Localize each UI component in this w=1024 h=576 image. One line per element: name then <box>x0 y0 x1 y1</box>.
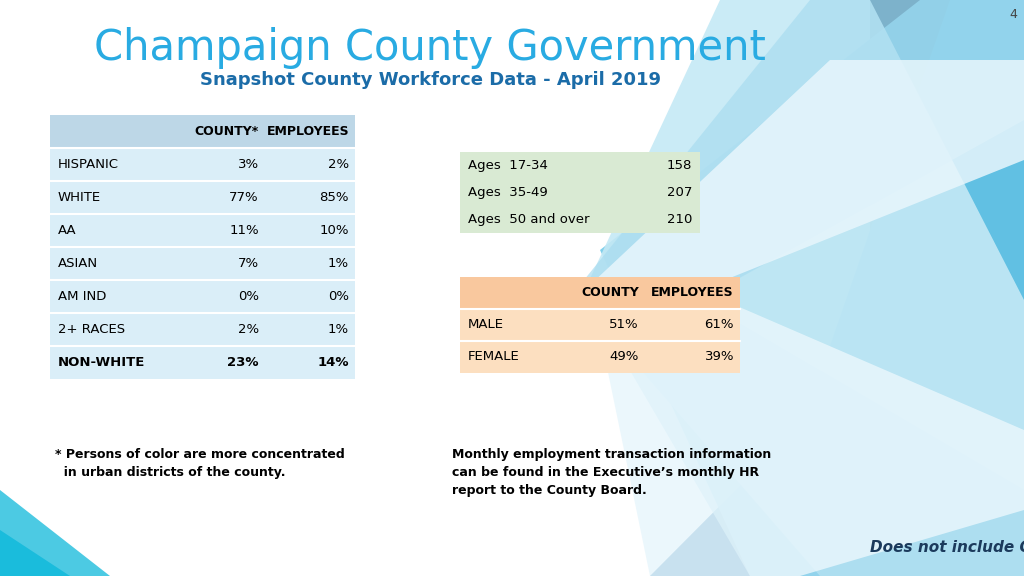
Text: 10%: 10% <box>319 224 349 237</box>
Polygon shape <box>600 0 1024 576</box>
Text: ASIAN: ASIAN <box>58 257 98 270</box>
Text: EMPLOYEES: EMPLOYEES <box>651 286 734 300</box>
FancyBboxPatch shape <box>50 313 355 346</box>
Polygon shape <box>0 530 70 576</box>
FancyBboxPatch shape <box>50 181 355 214</box>
Text: HISPANIC: HISPANIC <box>58 158 119 171</box>
Text: 2%: 2% <box>238 323 259 336</box>
FancyBboxPatch shape <box>460 341 740 373</box>
Text: 207: 207 <box>667 186 692 199</box>
Text: Does not include CCRPC: Does not include CCRPC <box>870 540 1024 555</box>
Text: 4: 4 <box>1009 8 1017 21</box>
Text: WHITE: WHITE <box>58 191 101 204</box>
Text: 2%: 2% <box>328 158 349 171</box>
Text: 1%: 1% <box>328 257 349 270</box>
FancyBboxPatch shape <box>460 277 740 309</box>
Text: 51%: 51% <box>609 319 639 332</box>
Text: Snapshot County Workforce Data - April 2019: Snapshot County Workforce Data - April 2… <box>200 71 660 89</box>
Text: 23%: 23% <box>227 356 259 369</box>
Text: 210: 210 <box>667 213 692 226</box>
Text: 1%: 1% <box>328 323 349 336</box>
Text: 158: 158 <box>667 159 692 172</box>
Text: 39%: 39% <box>705 351 734 363</box>
FancyBboxPatch shape <box>460 309 740 341</box>
Text: 7%: 7% <box>238 257 259 270</box>
Polygon shape <box>580 0 1024 576</box>
Text: 61%: 61% <box>705 319 734 332</box>
Text: 49%: 49% <box>609 351 639 363</box>
Polygon shape <box>750 0 1024 576</box>
Text: NON-WHITE: NON-WHITE <box>58 356 145 369</box>
Text: AM IND: AM IND <box>58 290 106 303</box>
Text: 77%: 77% <box>229 191 259 204</box>
Text: COUNTY*: COUNTY* <box>195 125 259 138</box>
FancyBboxPatch shape <box>50 148 355 181</box>
Text: 14%: 14% <box>317 356 349 369</box>
FancyBboxPatch shape <box>50 115 355 148</box>
Text: Ages  35-49: Ages 35-49 <box>468 186 548 199</box>
Text: 2+ RACES: 2+ RACES <box>58 323 125 336</box>
Polygon shape <box>900 0 1024 576</box>
Text: FEMALE: FEMALE <box>468 351 520 363</box>
Text: EMPLOYEES: EMPLOYEES <box>266 125 349 138</box>
Text: 3%: 3% <box>238 158 259 171</box>
FancyBboxPatch shape <box>50 214 355 247</box>
Text: Champaign County Government: Champaign County Government <box>94 27 766 69</box>
Text: MALE: MALE <box>468 319 504 332</box>
Text: Monthly employment transaction information
can be found in the Executive’s month: Monthly employment transaction informati… <box>452 448 771 497</box>
Text: Ages  17-34: Ages 17-34 <box>468 159 548 172</box>
Text: * Persons of color are more concentrated
  in urban districts of the county.: * Persons of color are more concentrated… <box>55 448 345 479</box>
Text: 85%: 85% <box>319 191 349 204</box>
FancyBboxPatch shape <box>50 346 355 379</box>
Text: 0%: 0% <box>328 290 349 303</box>
Text: Ages  50 and over: Ages 50 and over <box>468 213 590 226</box>
FancyBboxPatch shape <box>460 152 700 233</box>
Text: COUNTY: COUNTY <box>582 286 639 300</box>
FancyBboxPatch shape <box>50 280 355 313</box>
Text: AA: AA <box>58 224 77 237</box>
Text: 11%: 11% <box>229 224 259 237</box>
FancyBboxPatch shape <box>50 247 355 280</box>
Polygon shape <box>870 0 1024 576</box>
Polygon shape <box>650 200 1024 576</box>
Text: 0%: 0% <box>238 290 259 303</box>
Polygon shape <box>0 490 110 576</box>
Polygon shape <box>590 60 1024 576</box>
Polygon shape <box>580 0 1024 576</box>
